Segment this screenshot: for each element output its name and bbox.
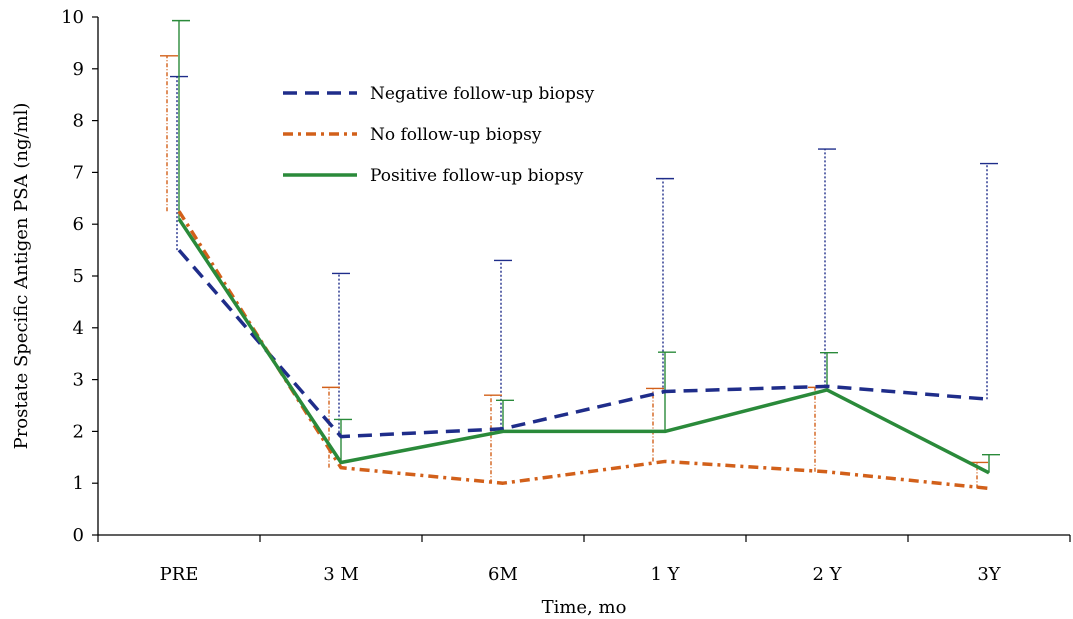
x-tick-label: 3Y [977,564,1001,585]
series-line [177,248,990,439]
y-axis-title: Prostate Specific Antigen PSA (ng/ml) [11,103,32,450]
y-tick-label: 1 [73,473,84,494]
y-tick-label: 5 [73,266,84,287]
legend-label: No follow-up biopsy [370,125,542,145]
y-tick-label: 2 [73,421,84,442]
y-tick-label: 0 [73,525,84,546]
y-tick-label: 8 [73,111,84,132]
y-tick-label: 6 [73,214,84,235]
y-tick-label: 3 [73,370,84,391]
x-tick-label: 1 Y [650,564,680,585]
x-tick-label: 3 M [323,564,359,585]
y-tick-label: 9 [73,59,84,80]
x-axis-title: Time, mo [542,597,627,618]
legend-label: Negative follow-up biopsy [370,84,595,104]
x-tick-label: 6M [488,564,518,585]
series-line [177,210,990,491]
x-tick-label: 2 Y [812,564,842,585]
series-line [177,218,990,475]
x-tick-label: PRE [160,564,199,585]
y-tick-label: 4 [73,318,84,339]
y-tick-label: 10 [61,7,84,28]
legend-label: Positive follow-up biopsy [370,166,584,186]
y-tick-label: 7 [73,162,84,183]
